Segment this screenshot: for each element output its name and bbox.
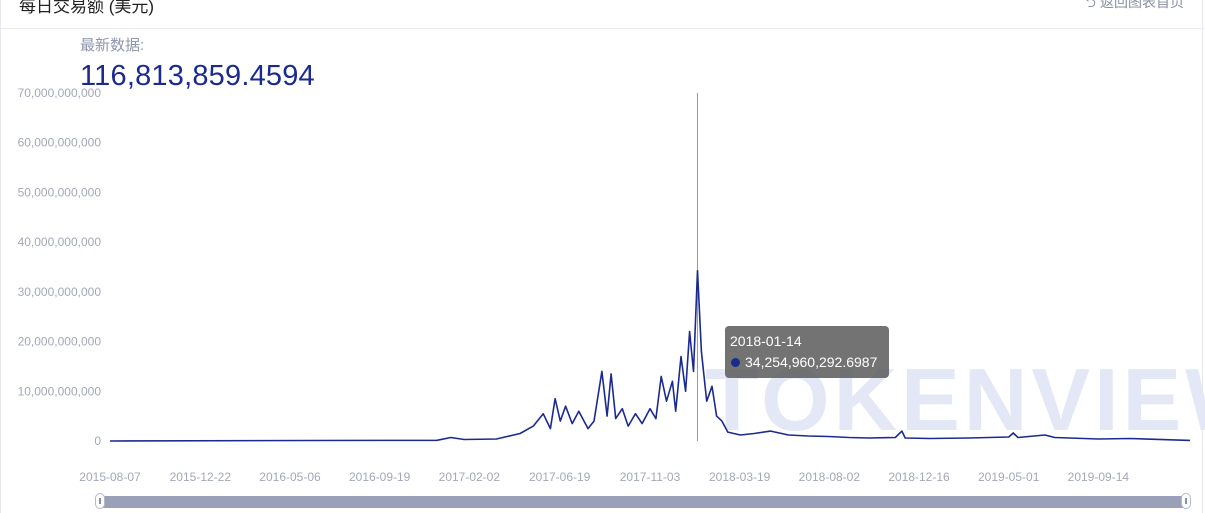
latest-data-value: 116,813,859.4594 [80,60,315,92]
y-tick-label: 40,000,000,000 [18,235,102,249]
x-tick-label: 2017-02-02 [439,470,501,484]
x-tick-label: 2016-09-19 [349,470,411,484]
zoom-slider-track[interactable] [99,496,1187,508]
x-tick-label: 2015-12-22 [170,470,232,484]
x-tick-label: 2015-08-07 [79,470,141,484]
y-tick-label: 0 [94,434,101,448]
x-tick-label: 2018-12-16 [888,470,950,484]
y-axis: 0 10,000,000,000 20,000,000,000 30,000,000,… [18,86,102,448]
y-tick-label: 10,000,000,000 [18,384,102,398]
back-to-charts-link[interactable]: ⮌ 返回图表首页 [1085,0,1184,16]
y-tick-label: 60,000,000,000 [18,136,102,150]
return-arrow-icon: ⮌ [1084,0,1096,10]
x-tick-label: 2017-06-19 [529,470,591,484]
series-group [109,269,1191,442]
x-tick-label: 2018-03-19 [709,470,771,484]
y-tick-label: 50,000,000,000 [18,185,102,199]
latest-data-label: 最新数据: [80,37,145,54]
y-tick-label: 20,000,000,000 [18,335,102,349]
tooltip-date: 2018-01-14 [730,333,802,349]
tooltip-value: 34,254,960,292.6987 [745,354,878,370]
x-tick-label: 2019-05-01 [978,470,1040,484]
chart-title: 每日交易额 (美元) [19,0,155,16]
data-tooltip: 2018-01-14 34,254,960,292.6987 [725,326,889,378]
x-tick-label: 2018-08-02 [799,470,861,484]
x-tick-label: 2017-11-03 [620,470,681,484]
x-axis: 2015-08-07 2015-12-22 2016-05-06 2016-09-19… [79,470,1129,484]
x-tick-label: 2019-09-14 [1068,470,1130,484]
zoom-slider-left-handle[interactable] [95,493,105,509]
series-line [109,269,1191,442]
y-tick-label: 30,000,000,000 [18,285,102,299]
x-tick-label: 2016-05-06 [259,470,321,484]
card-header: 每日交易额 (美元) ⮌ 返回图表首页 [1,0,1204,29]
y-tick-label: 70,000,000,000 [18,86,102,100]
back-link-label: 返回图表首页 [1100,0,1184,10]
tooltip-marker [731,358,740,367]
zoom-slider-right-handle[interactable] [1181,493,1191,509]
